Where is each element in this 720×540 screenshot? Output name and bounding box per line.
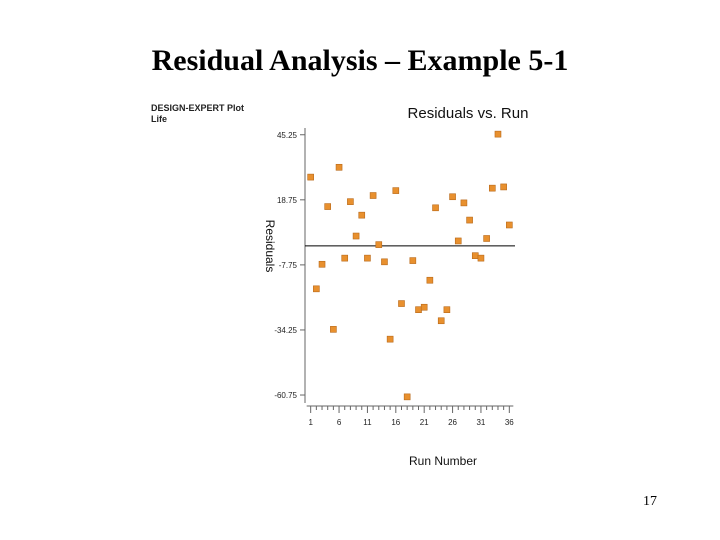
residual-point	[352, 232, 360, 240]
x-axis-label: Run Number	[409, 454, 477, 468]
residual-point	[454, 237, 462, 245]
residual-point	[477, 254, 485, 262]
residual-point	[500, 183, 507, 191]
x-tick-label: 21	[420, 418, 429, 427]
residual-point	[318, 260, 326, 268]
x-tick-label: 16	[391, 418, 400, 427]
residual-point	[494, 130, 502, 138]
x-tick-label: 11	[363, 418, 372, 427]
residual-point	[483, 235, 490, 242]
residual-point	[415, 306, 422, 313]
y-axis-label: Residuals	[263, 220, 277, 273]
residual-point	[341, 254, 349, 262]
residual-point	[347, 198, 354, 205]
residual-point	[506, 221, 513, 229]
residual-point	[381, 258, 388, 266]
residual-point	[432, 204, 439, 212]
y-tick-label: -7.75	[279, 261, 298, 270]
response-name: Life	[151, 114, 168, 124]
residual-point	[364, 254, 371, 262]
residual-point	[403, 393, 411, 401]
y-tick-label: 18.75	[277, 196, 298, 205]
y-tick-label: -34.25	[274, 326, 297, 335]
residual-point	[409, 257, 417, 264]
residual-point	[330, 326, 337, 333]
residual-point	[392, 187, 400, 194]
residual-point	[471, 252, 479, 259]
y-tick-label: -60.75	[274, 391, 297, 400]
residual-point	[426, 276, 434, 284]
chart-title: Residuals vs. Run	[408, 105, 529, 122]
x-axis: 1 6 11 16 21 26 31 36	[306, 405, 514, 427]
x-tick-label: 1	[308, 418, 313, 427]
residual-points	[307, 130, 513, 401]
residual-point	[313, 285, 320, 293]
x-tick-label: 31	[476, 418, 485, 427]
x-tick-label: 26	[448, 418, 457, 427]
residual-point	[386, 335, 394, 343]
residual-point	[437, 317, 445, 325]
residual-point	[466, 216, 473, 224]
page-number: 17	[643, 494, 657, 509]
x-tick-label: 36	[505, 418, 514, 427]
residual-point	[375, 241, 383, 248]
residual-point	[398, 300, 405, 307]
residual-point	[307, 173, 314, 181]
x-tick-label: 6	[337, 418, 342, 427]
residual-point	[420, 303, 428, 311]
slide-title: Residual Analysis – Example 5-1	[151, 44, 569, 77]
y-tick-label: 45.25	[277, 131, 298, 140]
residual-point	[335, 163, 343, 171]
software-name: DESIGN-EXPERT Plot	[151, 103, 245, 113]
residual-point	[369, 192, 377, 199]
residual-point	[443, 306, 451, 313]
residual-point	[449, 193, 456, 201]
residual-point	[324, 203, 332, 210]
y-axis: 45.25 18.75 -7.75 -34.25 -60.75	[274, 128, 306, 403]
software-label: DESIGN-EXPERT Plot Life	[151, 103, 244, 125]
residual-point	[358, 211, 366, 219]
residual-point	[460, 199, 468, 207]
residual-point	[488, 184, 496, 192]
